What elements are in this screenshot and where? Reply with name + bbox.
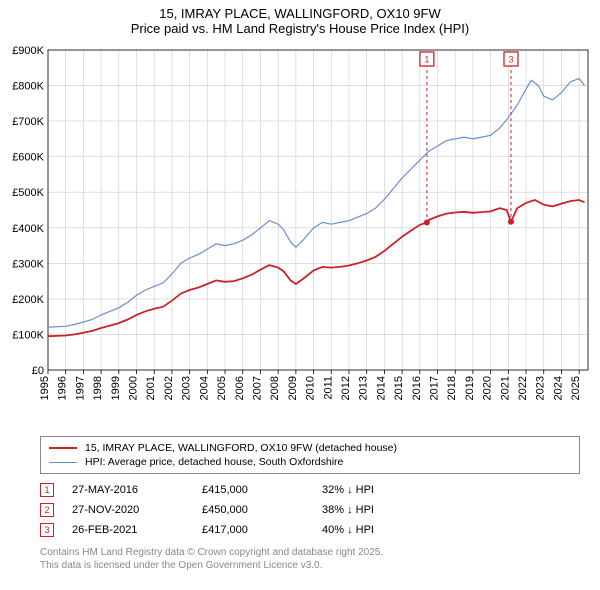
- legend-label: HPI: Average price, detached house, Sout…: [85, 456, 343, 468]
- svg-text:2006: 2006: [234, 376, 246, 400]
- svg-text:1999: 1999: [110, 376, 122, 400]
- title-address: 15, IMRAY PLACE, WALLINGFORD, OX10 9FW: [0, 0, 600, 21]
- svg-text:2020: 2020: [482, 376, 494, 400]
- svg-text:2013: 2013: [358, 376, 370, 400]
- svg-text:2025: 2025: [570, 376, 582, 400]
- svg-text:2003: 2003: [181, 376, 193, 400]
- sales-hpi: 32% ↓ HPI: [322, 484, 442, 496]
- svg-text:£500K: £500K: [12, 187, 44, 199]
- sales-row: 2 27-NOV-2020£450,00038% ↓ HPI: [40, 500, 580, 520]
- svg-text:2021: 2021: [499, 376, 511, 400]
- sales-price: £417,000: [202, 524, 322, 536]
- svg-text:2002: 2002: [163, 376, 175, 400]
- sales-price: £450,000: [202, 504, 322, 516]
- svg-text:2011: 2011: [322, 376, 334, 400]
- legend-swatch: [49, 447, 77, 449]
- svg-text:£100K: £100K: [12, 329, 44, 341]
- legend-label: 15, IMRAY PLACE, WALLINGFORD, OX10 9FW (…: [85, 442, 397, 454]
- svg-text:£800K: £800K: [12, 81, 44, 93]
- chart: £0 £100K £200K £300K £400K £500K £600K £700K £80…: [0, 40, 600, 430]
- svg-text:2023: 2023: [535, 376, 547, 400]
- footer: Contains HM Land Registry data © Crown c…: [40, 546, 580, 572]
- sales-date: 27-MAY-2016: [72, 484, 202, 496]
- svg-text:2004: 2004: [198, 376, 210, 400]
- svg-text:2012: 2012: [340, 376, 352, 400]
- svg-text:£400K: £400K: [12, 223, 44, 235]
- svg-text:2022: 2022: [517, 376, 529, 400]
- svg-text:£300K: £300K: [12, 258, 44, 270]
- sales-hpi: 40% ↓ HPI: [322, 524, 442, 536]
- sales-date: 26-FEB-2021: [72, 524, 202, 536]
- sales-marker: 2: [40, 503, 54, 517]
- svg-text:3: 3: [508, 55, 513, 65]
- svg-text:1997: 1997: [74, 376, 86, 400]
- sales-row: 3 26-FEB-2021£417,00040% ↓ HPI: [40, 520, 580, 540]
- svg-text:£600K: £600K: [12, 152, 44, 164]
- sales-table: 1 27-MAY-2016£415,00032% ↓ HPI 2 27-NOV-202…: [40, 480, 580, 540]
- sales-marker: 3: [40, 523, 54, 537]
- sales-date: 27-NOV-2020: [72, 504, 202, 516]
- svg-text:2024: 2024: [552, 376, 564, 400]
- legend-swatch: [49, 462, 77, 463]
- svg-text:1998: 1998: [92, 376, 104, 400]
- svg-text:2001: 2001: [145, 376, 157, 400]
- svg-text:2017: 2017: [429, 376, 441, 400]
- svg-text:2009: 2009: [287, 376, 299, 400]
- footer-line-1: Contains HM Land Registry data © Crown c…: [40, 546, 580, 559]
- svg-text:2007: 2007: [251, 376, 263, 400]
- svg-text:2019: 2019: [464, 376, 476, 400]
- svg-text:2008: 2008: [269, 376, 281, 400]
- footer-line-2: This data is licensed under the Open Gov…: [40, 559, 580, 572]
- legend-row: 15, IMRAY PLACE, WALLINGFORD, OX10 9FW (…: [49, 441, 571, 455]
- svg-text:2018: 2018: [446, 376, 458, 400]
- svg-text:£0: £0: [32, 365, 44, 377]
- svg-text:£700K: £700K: [12, 116, 44, 128]
- svg-text:£900K: £900K: [12, 45, 44, 57]
- svg-text:2005: 2005: [216, 376, 228, 400]
- svg-text:1996: 1996: [57, 376, 69, 400]
- svg-text:2016: 2016: [411, 376, 423, 400]
- svg-text:2000: 2000: [128, 376, 140, 400]
- svg-text:2010: 2010: [305, 376, 317, 400]
- sales-row: 1 27-MAY-2016£415,00032% ↓ HPI: [40, 480, 580, 500]
- sales-price: £415,000: [202, 484, 322, 496]
- svg-text:2015: 2015: [393, 376, 405, 400]
- sales-marker: 1: [40, 483, 54, 497]
- svg-text:£200K: £200K: [12, 294, 44, 306]
- svg-text:1: 1: [424, 55, 429, 65]
- sales-hpi: 38% ↓ HPI: [322, 504, 442, 516]
- legend: 15, IMRAY PLACE, WALLINGFORD, OX10 9FW (…: [40, 436, 580, 474]
- title-subtitle: Price paid vs. HM Land Registry's House …: [0, 21, 600, 40]
- svg-text:1995: 1995: [39, 376, 51, 400]
- svg-text:2014: 2014: [375, 376, 387, 400]
- legend-row: HPI: Average price, detached house, Sout…: [49, 455, 571, 469]
